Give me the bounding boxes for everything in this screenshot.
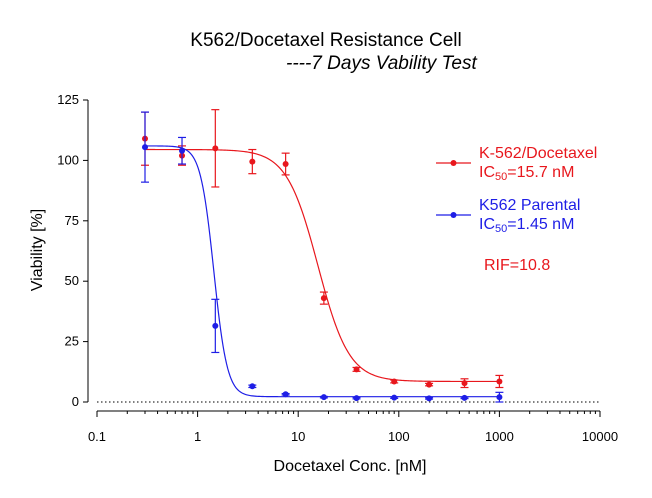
data-point-parental <box>353 395 360 402</box>
x-tick-label: 10 <box>291 429 305 444</box>
y-tick-label: 125 <box>57 92 79 107</box>
data-point-parental <box>282 391 289 398</box>
legend-marker-resistant <box>450 160 457 166</box>
x-tick-label: 0.1 <box>88 429 106 444</box>
y-tick-label: 25 <box>65 334 79 349</box>
legend-label-resistant: K-562/Docetaxel <box>479 145 598 162</box>
data-point-resistant <box>461 380 468 387</box>
data-point-parental <box>461 394 468 401</box>
data-point-resistant <box>282 161 289 168</box>
y-tick-label: 50 <box>65 273 79 288</box>
rif-annotation: RIF=10.8 <box>484 257 551 274</box>
data-point-resistant <box>496 378 503 385</box>
data-point-parental <box>249 383 256 390</box>
fit-curve-parental <box>145 145 500 398</box>
data-point-parental <box>141 144 148 151</box>
legend-label-parental: K562 Parental <box>479 197 581 214</box>
data-point-resistant <box>212 145 219 152</box>
fit-curve-resistant <box>145 148 500 383</box>
y-axis-label: Viability [%] <box>29 208 46 292</box>
data-point-resistant <box>391 378 398 385</box>
chart-title: K562/Docetaxel Resistance Cell <box>190 30 462 51</box>
data-point-parental <box>320 394 327 401</box>
data-point-parental <box>391 394 398 401</box>
y-tick-label: 0 <box>72 394 79 409</box>
data-point-resistant <box>320 295 327 302</box>
y-tick-label: 100 <box>57 152 79 167</box>
x-tick-label: 1000 <box>485 429 514 444</box>
data-point-resistant <box>426 381 433 388</box>
x-tick-label: 1 <box>194 429 201 444</box>
y-tick-label: 75 <box>65 213 79 228</box>
data-point-resistant <box>249 158 256 165</box>
legend-ic50-parental: IC50=1.45 nM <box>479 216 575 235</box>
data-point-resistant <box>353 366 360 373</box>
legend-entry-parental: K562 Parental IC50=1.45 nM <box>479 196 581 235</box>
data-point-parental <box>426 395 433 402</box>
chart-subtitle: ----7 Days Vability Test <box>286 53 477 74</box>
data-point-parental <box>212 322 219 329</box>
legend-ic50-resistant: IC50=15.7 nM <box>479 164 575 183</box>
x-tick-label: 100 <box>388 429 410 444</box>
legend-entry-resistant: K-562/Docetaxel IC50=15.7 nM <box>479 144 598 183</box>
data-point-parental <box>496 394 503 401</box>
legend-marker-parental <box>450 212 457 218</box>
x-axis-label: Docetaxel Conc. [nM] <box>273 458 427 475</box>
data-point-parental <box>179 147 186 154</box>
x-tick-label: 10000 <box>582 429 618 444</box>
